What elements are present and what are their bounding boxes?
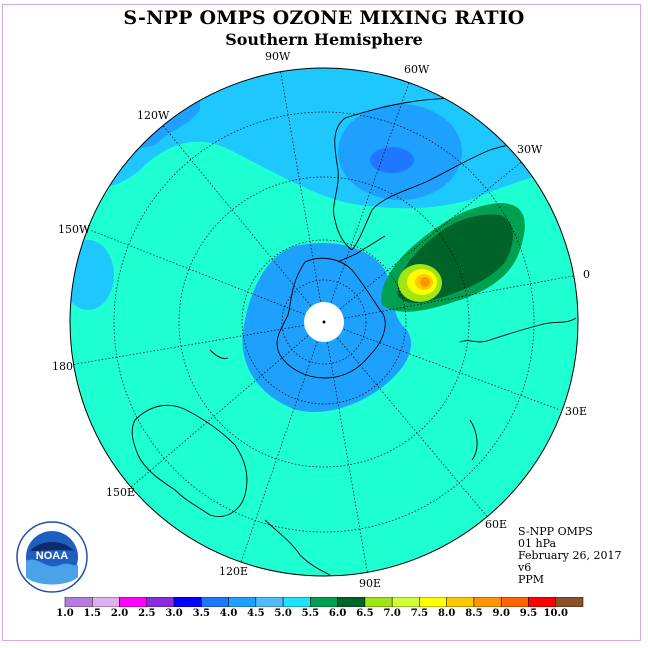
- colorbar-tick-label: 7.5: [410, 608, 429, 619]
- colorbar-segment: [255, 597, 284, 607]
- colorbar-tick-label: 10.0: [543, 608, 568, 619]
- colorbar-tick-label: 2.5: [138, 608, 156, 619]
- colorbar-tick-label: 9.0: [492, 608, 510, 619]
- colorbar-segment: [282, 597, 311, 607]
- lon-label-60e: 60E: [485, 518, 508, 531]
- colorbar-tick-label: 7.0: [383, 608, 401, 619]
- colorbar-tick-label: 3.0: [165, 608, 183, 619]
- noaa-logo: NOAA: [16, 521, 88, 593]
- colorbar-tick-label: 9.5: [519, 608, 538, 619]
- pole-marker: [322, 320, 326, 324]
- lon-label-30w: 30W: [517, 143, 543, 156]
- colorbar-tick-label: 3.5: [192, 608, 211, 619]
- colorbar-segment: [173, 597, 202, 607]
- lon-label-60w: 60W: [404, 63, 430, 76]
- lon-label-120w: 120W: [137, 109, 170, 122]
- figure-frame: [2, 4, 641, 641]
- lon-label-150w: 150W: [58, 223, 91, 236]
- info-units: PPM: [518, 573, 545, 586]
- colorbar-segment: [337, 597, 366, 607]
- colorbar-segment: [446, 597, 475, 607]
- info-level: 01 hPa: [518, 537, 557, 550]
- colorbar-segment: [391, 597, 420, 607]
- colorbar-segment: [201, 597, 229, 607]
- lon-label-90e: 90E: [359, 577, 382, 590]
- colorbar-tick-label: 4.0: [219, 608, 238, 619]
- noaa-logo-text: NOAA: [36, 550, 68, 562]
- graticule: [70, 68, 578, 576]
- coast-antarctica: [276, 257, 386, 379]
- coast-africa: [459, 317, 577, 461]
- coast-antarctic-peninsula: [337, 235, 386, 263]
- lon-label-120e: 120E: [219, 565, 249, 578]
- coast-australia: [131, 404, 248, 517]
- colorbar-segment: [555, 597, 584, 607]
- coast-new-zealand: [209, 349, 229, 359]
- colorbar-tick-label: 5.5: [301, 608, 320, 619]
- colorbar-segment: [92, 597, 120, 607]
- colorbar-tick-label: 6.5: [356, 608, 374, 619]
- colorbar-tick-label: 8.0: [437, 608, 456, 619]
- colorbar-segment: [310, 597, 338, 607]
- field-mid-blue-west: [70, 240, 114, 310]
- colorbar-segment: [419, 597, 447, 607]
- colorbar-tick-label: 5.0: [274, 608, 292, 619]
- info-instrument: S-NPP OMPS: [518, 525, 593, 538]
- colorbar-tick-label: 1.5: [83, 608, 101, 619]
- colorbar-segment: [473, 597, 502, 607]
- lon-label-0: 0: [583, 268, 590, 281]
- map-boundary: [69, 67, 579, 577]
- colorbar-segment: [64, 597, 93, 607]
- colorbar-tick-label: 8.5: [465, 608, 483, 619]
- colorbar-segment: [119, 597, 148, 607]
- colorbar-tick-label: 4.5: [247, 608, 265, 619]
- lon-label-180: 180: [52, 360, 73, 373]
- lon-label-90w: 90W: [265, 50, 291, 63]
- colorbar-tick-label: 1.0: [56, 608, 74, 619]
- field-orange-core: [420, 277, 430, 287]
- colorbar-tick-label: 2.0: [110, 608, 129, 619]
- lon-label-30e: 30E: [565, 405, 588, 418]
- field-dark-blue-core: [370, 147, 414, 173]
- coastlines: [131, 91, 577, 576]
- lon-label-150e: 150E: [106, 486, 136, 499]
- product-info: S-NPP OMPS 01 hPa February 26, 2017 v6 P…: [518, 526, 621, 586]
- map-title: S-NPP OMPS OZONE MIXING RATIO: [123, 7, 525, 29]
- colorbar-segment: [364, 597, 393, 607]
- colorbar-segment: [500, 597, 529, 607]
- map-subtitle: Southern Hemisphere: [225, 30, 423, 49]
- colorbar-segment: [146, 597, 175, 607]
- info-date: February 26, 2017: [518, 549, 622, 562]
- colorbar-segment: [228, 597, 257, 607]
- colorbar-segment: [528, 597, 556, 607]
- coast-south-america: [333, 91, 541, 251]
- info-version: v6: [518, 561, 532, 574]
- colorbar: [64, 597, 584, 607]
- coast-southeast-asia: [264, 519, 331, 576]
- colorbar-tick-label: 6.0: [328, 608, 347, 619]
